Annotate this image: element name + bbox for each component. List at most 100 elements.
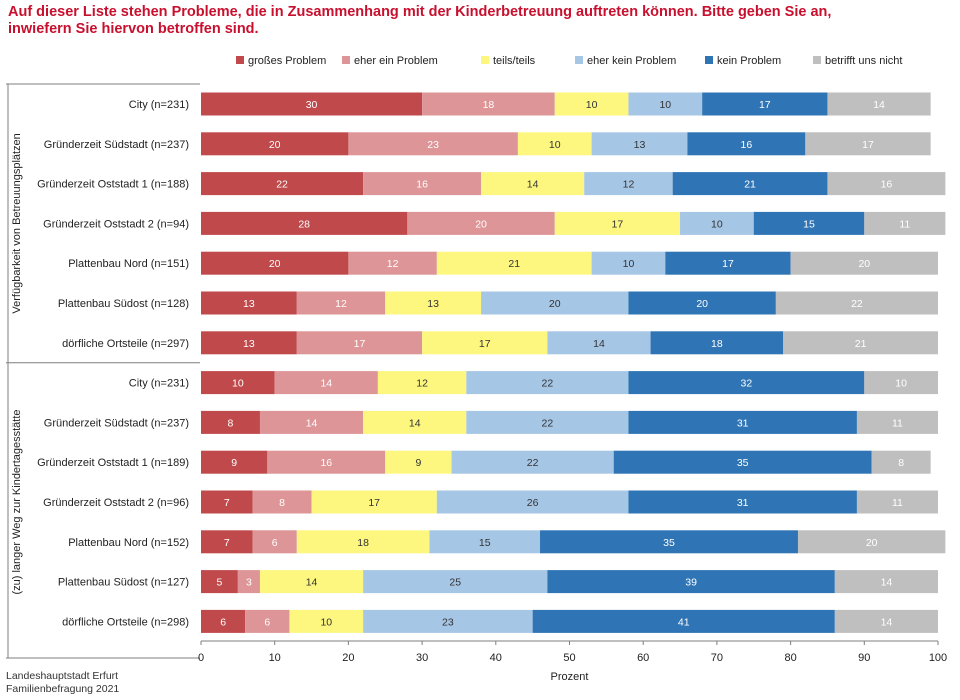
data-label: 13 <box>427 298 439 310</box>
data-label: 16 <box>741 139 753 151</box>
data-label: 18 <box>357 537 369 549</box>
bar-segment <box>790 251 938 275</box>
category-label: Plattenbau Südost (n=127) <box>58 577 189 589</box>
bar-segment <box>201 132 349 156</box>
bar-segment <box>540 530 798 554</box>
group-label: (zu) langer Weg zur Kindertagesstätte <box>11 409 23 594</box>
bar-segment <box>871 450 931 474</box>
data-label: 13 <box>243 298 255 310</box>
x-axis-tick-label: 50 <box>563 652 575 664</box>
data-label: 8 <box>898 457 904 469</box>
data-label: 14 <box>409 417 421 429</box>
bar-segment <box>554 92 629 116</box>
group-label: Verfügbarkeit von Betreuungsplätzen <box>11 133 23 313</box>
bar-segment <box>201 530 253 554</box>
data-label: 20 <box>696 298 708 310</box>
bar-segment <box>584 172 673 196</box>
legend-swatch <box>813 56 821 64</box>
bar-segment <box>245 609 290 633</box>
category-label: Gründerzeit Oststadt 2 (n=96) <box>43 497 189 509</box>
category-label: City (n=231) <box>129 378 189 390</box>
x-axis-tick-label: 10 <box>269 652 281 664</box>
bar-segment <box>201 291 297 315</box>
data-label: 10 <box>711 218 723 230</box>
bar-segment <box>827 92 931 116</box>
data-label: 11 <box>892 497 903 509</box>
data-label: 17 <box>722 258 734 270</box>
data-label: 10 <box>232 378 244 390</box>
x-axis-tick-label: 20 <box>342 652 354 664</box>
data-label: 6 <box>220 616 226 628</box>
data-label: 30 <box>306 99 318 111</box>
data-label: 17 <box>479 338 491 350</box>
bar-segment <box>289 609 364 633</box>
data-label: 22 <box>276 179 288 191</box>
bar-segment <box>201 450 268 474</box>
bar-segment <box>363 570 548 594</box>
bar-segment <box>436 490 629 514</box>
bar-segment <box>201 172 364 196</box>
legend-label: kein Problem <box>717 55 781 67</box>
data-label: 17 <box>862 139 874 151</box>
data-label: 26 <box>527 497 539 509</box>
category-label: Gründerzeit Südstadt (n=237) <box>44 417 189 429</box>
bar-segment <box>201 570 238 594</box>
data-label: 6 <box>264 616 270 628</box>
chart-title: Auf dieser Liste stehen Probleme, die in… <box>8 4 948 38</box>
bar-segment <box>628 371 865 395</box>
bar-segment <box>348 251 437 275</box>
data-label: 20 <box>475 218 487 230</box>
data-label: 3 <box>246 577 252 589</box>
category-label: Plattenbau Südost (n=128) <box>58 298 189 310</box>
data-label: 35 <box>737 457 749 469</box>
data-label: 12 <box>416 378 428 390</box>
bar-segment <box>422 331 548 355</box>
data-label: 15 <box>803 218 815 230</box>
data-label: 17 <box>759 99 771 111</box>
bar-segment <box>311 490 437 514</box>
data-label: 17 <box>368 497 380 509</box>
x-axis-tick-label: 60 <box>637 652 649 664</box>
data-label: 10 <box>623 258 635 270</box>
bar-segment <box>856 490 938 514</box>
data-label: 12 <box>387 258 399 270</box>
data-label: 9 <box>415 457 421 469</box>
bar-segment <box>650 331 784 355</box>
source-note: Landeshauptstadt Erfurt Familienbefragun… <box>6 670 119 696</box>
data-label: 16 <box>320 457 332 469</box>
category-label: Plattenbau Nord (n=151) <box>68 258 189 270</box>
data-label: 21 <box>744 179 756 191</box>
data-label: 18 <box>483 99 495 111</box>
bar-segment <box>274 371 378 395</box>
category-label: dörfliche Ortsteile (n=297) <box>62 338 189 350</box>
x-axis-tick-label: 0 <box>198 652 204 664</box>
data-label: 7 <box>224 537 230 549</box>
chart-title-line-1: Auf dieser Liste stehen Probleme, die in… <box>8 4 832 20</box>
bar-segment <box>259 570 364 594</box>
data-label: 17 <box>612 218 624 230</box>
bar-segment <box>201 211 408 235</box>
bar-segment <box>864 211 946 235</box>
x-axis-tick-label: 40 <box>490 652 502 664</box>
data-label: 35 <box>663 537 675 549</box>
category-label: Gründerzeit Oststadt 1 (n=188) <box>37 179 189 191</box>
data-label: 22 <box>542 378 554 390</box>
legend-label: großes Problem <box>248 55 326 67</box>
bar-segment <box>201 609 246 633</box>
bar-segment <box>252 490 312 514</box>
bar-segment <box>363 172 482 196</box>
data-label: 20 <box>866 537 878 549</box>
data-label: 21 <box>508 258 520 270</box>
data-label: 14 <box>881 577 893 589</box>
bar-segment <box>201 490 253 514</box>
data-label: 15 <box>479 537 491 549</box>
data-label: 14 <box>320 378 332 390</box>
bar-segment <box>252 530 297 554</box>
x-axis-tick-label: 80 <box>784 652 796 664</box>
data-label: 28 <box>298 218 310 230</box>
category-label: Plattenbau Nord (n=152) <box>68 537 189 549</box>
bar-segment <box>827 172 946 196</box>
data-label: 17 <box>354 338 366 350</box>
data-label: 16 <box>881 179 893 191</box>
data-label: 14 <box>306 417 318 429</box>
